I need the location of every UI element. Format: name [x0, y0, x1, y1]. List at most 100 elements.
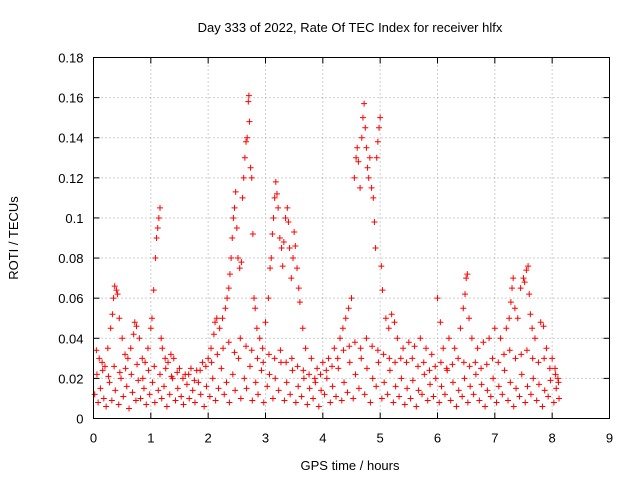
data-point [366, 154, 373, 161]
data-point [371, 218, 378, 225]
data-point [478, 365, 485, 372]
data-point [495, 383, 502, 390]
data-point [518, 371, 525, 378]
data-point [275, 387, 282, 394]
data-point [137, 395, 144, 402]
data-point [339, 325, 346, 332]
data-point [348, 295, 355, 302]
data-point [510, 403, 517, 410]
x-tick-label: 0 [90, 431, 97, 446]
data-point [337, 335, 344, 342]
data-point [231, 349, 238, 356]
data-point [272, 178, 279, 185]
data-point [267, 265, 274, 272]
data-point [225, 339, 232, 346]
data-point [355, 158, 362, 165]
data-point [401, 401, 408, 408]
data-point [132, 397, 139, 404]
data-point [246, 118, 253, 125]
data-point [385, 325, 392, 332]
data-point [222, 305, 229, 312]
data-point [365, 174, 372, 181]
data-point [158, 395, 165, 402]
data-point [507, 379, 514, 386]
data-point [139, 375, 146, 382]
data-point [357, 184, 364, 191]
data-point [167, 351, 174, 358]
data-point [509, 285, 516, 292]
data-point [518, 351, 525, 358]
data-point [474, 345, 481, 352]
data-point [208, 345, 215, 352]
data-point [139, 355, 146, 362]
data-point [517, 285, 524, 292]
data-point [288, 275, 295, 282]
data-point [550, 399, 557, 406]
data-point [233, 224, 240, 231]
data-point [197, 391, 204, 398]
data-point [276, 235, 283, 241]
data-point [220, 345, 227, 352]
data-point [449, 379, 456, 386]
data-point [147, 325, 154, 332]
data-point [476, 397, 483, 404]
data-point [216, 325, 223, 332]
data-point [404, 385, 411, 392]
data-point [191, 377, 198, 384]
data-point [381, 379, 388, 386]
data-point [430, 393, 437, 400]
data-point [511, 305, 518, 312]
data-point [505, 397, 512, 404]
data-point [413, 403, 420, 410]
data-point [237, 395, 244, 402]
data-point [281, 397, 288, 404]
data-points [91, 92, 563, 412]
data-point [244, 134, 251, 141]
data-point [353, 154, 360, 161]
data-point [539, 403, 546, 410]
data-point [443, 365, 450, 372]
data-point [428, 351, 435, 358]
data-point [109, 311, 116, 318]
data-point [478, 381, 485, 388]
data-point [245, 98, 252, 105]
data-point [374, 138, 381, 145]
data-point [370, 194, 377, 201]
data-point [275, 204, 282, 211]
data-point [484, 387, 491, 394]
data-point [282, 214, 289, 221]
data-point [219, 315, 226, 322]
data-point [367, 399, 374, 406]
data-point [208, 359, 215, 366]
data-point [329, 383, 336, 390]
data-point [493, 399, 500, 406]
data-point [495, 359, 502, 366]
data-point [409, 377, 416, 384]
data-point [533, 397, 540, 404]
data-point [436, 399, 443, 406]
data-point [437, 319, 444, 326]
data-point [113, 287, 120, 294]
data-point [134, 361, 141, 368]
data-point [299, 325, 306, 332]
data-point [144, 345, 151, 352]
data-point [111, 363, 118, 370]
data-point [530, 375, 537, 382]
data-point [397, 355, 404, 362]
data-point [501, 367, 508, 374]
data-point [230, 214, 237, 221]
data-point [468, 335, 475, 342]
data-point [358, 355, 365, 362]
data-point [434, 295, 441, 302]
y-tick-label: 0.08 [58, 251, 83, 266]
data-point [157, 371, 164, 378]
data-point [234, 255, 241, 262]
data-point [189, 387, 196, 394]
data-point [283, 359, 290, 366]
data-point [150, 287, 157, 294]
data-point [166, 391, 173, 398]
data-point [521, 279, 528, 286]
data-point [531, 335, 538, 342]
data-point [357, 345, 364, 352]
x-tick-label: 2 [205, 431, 212, 446]
